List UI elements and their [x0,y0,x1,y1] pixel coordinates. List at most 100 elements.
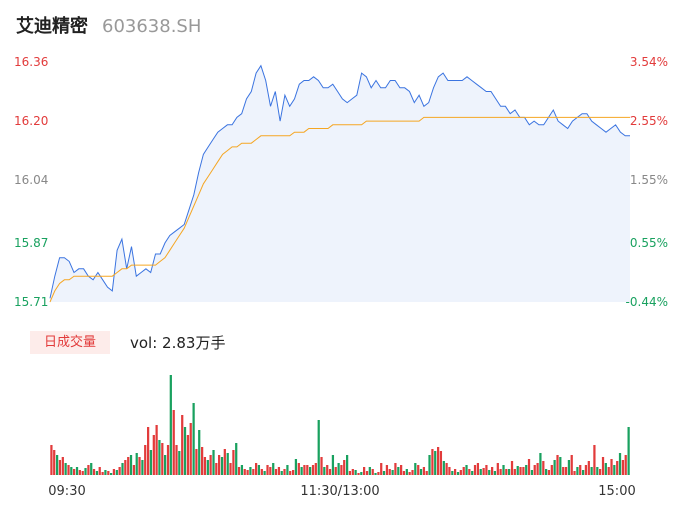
volume-bar [84,468,86,475]
volume-bar [286,465,288,475]
volume-bar [82,471,84,475]
volume-bar [298,463,300,475]
volume-bar [394,463,396,475]
volume-bar [465,465,467,475]
volume-bar [488,470,490,475]
volume-bar [127,457,129,475]
volume-bar [352,469,354,475]
volume-bar [73,469,75,475]
volume-bar [264,471,266,475]
volume-bar [141,460,143,475]
volume-bar [218,455,220,475]
volume-bar [247,470,249,475]
volume-bar [372,469,374,475]
volume-summary: vol: 2.83万手 [130,332,225,353]
volume-bar [56,455,58,475]
volume-bar [403,471,405,475]
volume-bar [605,463,607,475]
volume-bar [156,425,158,475]
volume-bar [500,469,502,475]
volume-bar [164,455,166,475]
volume-bar [184,427,186,475]
volume-bar [625,455,627,475]
volume-bar [190,423,192,475]
volume-bar [167,445,169,475]
volume-bar [113,469,115,475]
volume-bar [87,465,89,475]
volume-bar [448,467,450,475]
volume-bar [517,466,519,475]
volume-bar [193,403,195,475]
volume-bar [161,443,163,475]
volume-bar [278,467,280,475]
volume-bar [215,463,217,475]
volume-bar [96,471,98,475]
volume-bar [258,465,260,475]
volume-bar [443,461,445,475]
y2-tick-label: 0.55% [630,236,668,250]
volume-bar [548,470,550,475]
volume-bar [406,469,408,475]
volume-bar [576,467,578,475]
volume-bar [349,471,351,475]
volume-bar [53,450,55,475]
volume-bar [519,467,521,475]
volume-bar [582,470,584,475]
volume-bar [357,473,359,475]
volume-bar [485,465,487,475]
y2-tick-label: 3.54% [630,55,668,69]
volume-bar [136,453,138,475]
volume-bar [178,451,180,475]
volume-bar [616,461,618,475]
volume-bar [591,467,593,475]
volume-bar [275,469,277,475]
volume-bar [437,447,439,475]
volume-bar [386,465,388,475]
volume-bar [323,467,325,475]
volume-bar [138,457,140,475]
y-tick-label: 15.87 [14,236,48,250]
y2-tick-label: -0.44% [626,295,668,309]
volume-bar [312,465,314,475]
volume-bar [389,469,391,475]
volume-bar [622,460,624,475]
volume-bar [315,463,317,475]
volume-bar [502,465,504,475]
volume-bar [542,461,544,475]
volume-bar [289,471,291,475]
volume-badge[interactable]: 日成交量 [30,331,110,354]
x-tick-label: 15:00 [598,484,635,499]
volume-bar [272,463,274,475]
volume-bar [238,467,240,475]
volume-bar [244,469,246,475]
volume-bar [528,459,530,475]
volume-bar [232,450,234,475]
volume-bar [204,457,206,475]
volume-bar [491,467,493,475]
volume-bar [116,470,118,475]
volume-bar [338,463,340,475]
volume-bar [414,463,416,475]
volume-bar [454,469,456,475]
volume-bar [221,457,223,475]
volume-bar [335,467,337,475]
volume-bar [207,460,209,475]
volume-bar [343,460,345,475]
volume-bar [619,453,621,475]
volume-bar [130,455,132,475]
volume-bar [468,469,470,475]
volume-bar [411,470,413,475]
volume-bar [201,447,203,475]
volume-bar [434,451,436,475]
volume-bar [210,455,212,475]
volume-bar [505,469,507,475]
volume-bar [292,470,294,475]
volume-bar [59,460,61,475]
volume-bar [158,440,160,475]
x-tick-label: 09:30 [48,484,85,499]
volume-bar [153,435,155,475]
volume-bar [420,469,422,475]
volume-bar [249,467,251,475]
volume-bar [483,468,485,475]
